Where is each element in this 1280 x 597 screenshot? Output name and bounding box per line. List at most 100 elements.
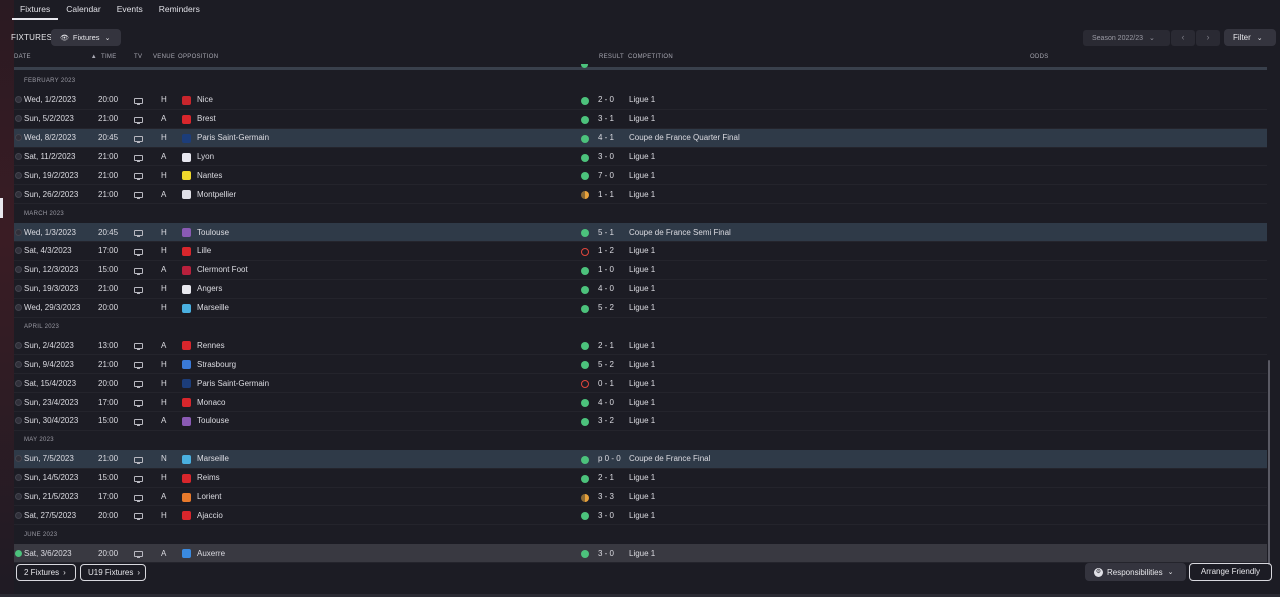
opposition-name[interactable]: Lyon [197,152,215,161]
fixture-score[interactable]: 1 - 0 [598,265,615,275]
col-result[interactable]: RESULT [599,54,625,60]
fixture-competition[interactable]: Ligue 1 [629,152,656,161]
table-row[interactable]: Sun, 30/4/2023 15:00 A Toulouse 3 - 2 Ligue 1 [14,412,1267,431]
table-row[interactable]: Sun, 5/2/2023 21:00 A Brest 3 - 1 Ligue 1 [14,110,1267,129]
table-row[interactable]: Sun, 21/5/2023 17:00 A Lorient 3 - 3 Ligue 1 [14,488,1267,507]
fixture-competition[interactable]: Ligue 1 [629,359,656,369]
reminder-check-icon[interactable] [15,474,22,482]
fixture-competition[interactable]: Ligue 1 [629,95,656,105]
fixture-score[interactable]: 3 - 1 [598,114,615,124]
fixtures-count-button[interactable]: 2 Fixtures › [16,564,76,581]
reminder-check-icon[interactable] [15,285,22,293]
tab-events[interactable]: Events [116,4,143,14]
table-row[interactable]: Sun, 9/4/2023 21:00 H Strasbourg 5 - 2 Ligue … [14,355,1267,375]
fixture-competition[interactable]: Ligue 1 [629,114,656,124]
opposition-name[interactable]: Ajaccio [197,510,223,520]
opposition-name[interactable]: Paris Saint-Germain [197,378,270,388]
arrange-friendly-button[interactable]: Arrange Friendly [1189,563,1272,581]
table-row[interactable]: Sat, 3/6/2023 20:00 A Auxerre 3 - 0 Ligue 1 [14,544,1267,564]
fixture-competition[interactable]: Coupe de France Final [629,454,711,464]
reminder-check-icon[interactable] [15,96,22,104]
fixture-competition[interactable]: Ligue 1 [629,548,656,558]
fixture-score[interactable]: 5 - 2 [598,359,615,369]
fixture-competition[interactable]: Ligue 1 [629,284,656,294]
fixture-score[interactable]: 2 - 1 [598,340,615,350]
fixture-score[interactable]: 1 - 2 [598,246,615,256]
fixture-score[interactable]: 4 - 0 [598,284,615,294]
u19-fixtures-button[interactable]: U19 Fixtures › [80,564,146,581]
next-season-button[interactable]: › [1196,30,1220,46]
fixture-competition[interactable]: Coupe de France Quarter Final [629,133,740,143]
col-time[interactable]: TIME [101,54,117,60]
fixture-competition[interactable]: Coupe de France Semi Final [629,227,731,237]
table-row[interactable]: Sat, 11/2/2023 21:00 A Lyon 3 - 0 Ligue 1 [14,148,1267,167]
fixture-score[interactable]: p 0 - 0 [598,454,621,464]
reminder-check-icon[interactable] [15,228,22,236]
table-row[interactable]: Wed, 8/2/2023 20:45 H Paris Saint-Germain 4 … [14,128,1267,148]
fixture-competition[interactable]: Ligue 1 [629,246,656,256]
fixture-score[interactable]: 3 - 2 [598,416,615,426]
opposition-name[interactable]: Monaco [197,397,226,407]
fixture-score[interactable]: 0 - 1 [598,378,615,388]
opposition-name[interactable]: Marseille [197,303,230,313]
table-row[interactable]: Sat, 15/4/2023 20:00 H Paris Saint-Germain 0… [14,374,1267,394]
tab-fixtures[interactable]: Fixtures [12,0,59,20]
reminder-check-icon[interactable] [15,266,22,274]
opposition-name[interactable]: Angers [197,284,223,294]
reminder-check-icon[interactable] [15,511,22,519]
opposition-name[interactable]: Clermont Foot [197,265,248,275]
fixture-competition[interactable]: Ligue 1 [629,416,656,426]
opposition-name[interactable]: Lorient [197,492,222,502]
fixture-score[interactable]: 4 - 0 [598,397,615,407]
fixture-competition[interactable]: Ligue 1 [629,492,656,502]
tab-calendar[interactable]: Calendar [66,4,101,14]
scrollbar[interactable] [1268,360,1270,565]
col-competition[interactable]: COMPETITION [628,54,673,60]
table-row[interactable]: Wed, 1/3/2023 20:45 H Toulouse 5 - 1 Coupe de… [14,223,1267,243]
fixture-score[interactable]: 3 - 0 [598,152,615,161]
fixture-competition[interactable]: Ligue 1 [629,189,656,199]
opposition-name[interactable]: Reims [197,473,220,483]
previous-season-button[interactable]: ‹ [1171,30,1195,46]
table-row[interactable]: Sun, 12/3/2023 15:00 A Clermont Foot 1 - 0 Li… [14,261,1267,280]
fixture-score[interactable]: 5 - 1 [598,227,615,237]
opposition-name[interactable]: Paris Saint-Germain [197,133,270,143]
opposition-name[interactable]: Toulouse [197,416,230,426]
opposition-name[interactable]: Toulouse [197,227,230,237]
fixture-score[interactable]: 2 - 1 [598,473,615,483]
col-date[interactable]: DATE ▲ [14,54,97,60]
table-row[interactable]: Sat, 27/5/2023 20:00 H Ajaccio 3 - 0 Ligue 1 [14,506,1267,526]
opposition-name[interactable]: Lille [197,246,212,256]
view-dropdown[interactable]: 👁 Fixtures ⌄ [51,29,121,46]
opposition-name[interactable]: Strasbourg [197,359,237,369]
fixture-competition[interactable]: Ligue 1 [629,265,656,275]
fixture-competition[interactable]: Ligue 1 [629,397,656,407]
table-row[interactable]: Sun, 14/5/2023 15:00 H Reims 2 - 1 Ligue 1 [14,469,1267,488]
reminder-check-icon[interactable] [15,304,22,312]
fixture-score[interactable]: 2 - 0 [598,95,615,105]
reminder-check-icon[interactable] [15,398,22,406]
fixture-score[interactable]: 3 - 0 [598,548,615,558]
col-tv[interactable]: TV [134,54,143,60]
opposition-name[interactable]: Auxerre [197,548,226,558]
fixture-competition[interactable]: Ligue 1 [629,378,656,388]
reminder-check-icon[interactable] [15,417,22,425]
reminder-check-icon[interactable] [15,247,22,255]
reminder-check-icon[interactable] [15,341,22,349]
reminder-check-icon[interactable] [15,379,22,387]
fixture-score[interactable]: 3 - 3 [598,492,615,502]
reminder-check-icon[interactable] [15,455,22,463]
opposition-name[interactable]: Rennes [197,340,225,350]
reminder-check-icon[interactable] [15,190,22,198]
opposition-name[interactable]: Nantes [197,170,223,180]
tab-reminders[interactable]: Reminders [158,4,200,14]
reminder-check-icon[interactable] [15,171,22,179]
fixture-score[interactable]: 3 - 0 [598,510,615,520]
table-row[interactable]: Wed, 1/2/2023 20:00 H Nice 2 - 0 Ligue 1 [14,91,1267,110]
opposition-name[interactable]: Montpellier [197,189,237,199]
fixture-score[interactable]: 4 - 1 [598,133,615,143]
opposition-name[interactable]: Nice [197,95,214,105]
col-opposition[interactable]: OPPOSITION [178,54,219,60]
reminder-check-icon[interactable] [15,493,22,501]
filter-button[interactable]: Filter ⌄ [1224,29,1276,46]
